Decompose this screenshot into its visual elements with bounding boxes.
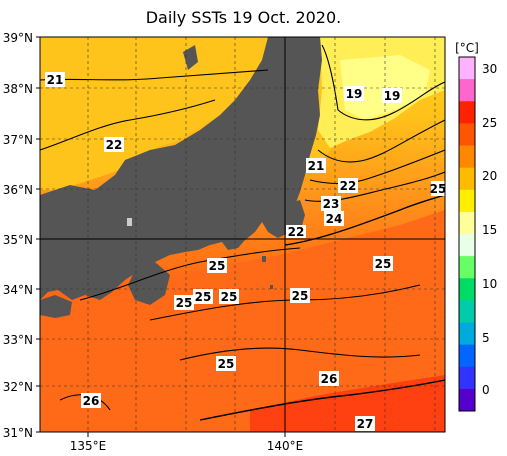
lat-label: 37°N	[3, 133, 33, 147]
colorbar-tick: 5	[482, 331, 490, 345]
lat-label: 32°N	[3, 380, 33, 394]
colorbar-tick: 10	[482, 277, 497, 291]
colorbar-cell	[459, 189, 475, 213]
lat-label: 31°N	[3, 426, 33, 440]
contour-label: 25	[292, 289, 309, 303]
colorbar-cell	[459, 300, 475, 323]
colorbar-cell	[459, 366, 475, 390]
lat-label: 38°N	[3, 82, 33, 96]
contour-label: 21	[47, 73, 64, 87]
lat-label: 35°N	[3, 233, 33, 247]
colorbar-cell	[459, 211, 475, 235]
colorbar-unit: [°C]	[455, 41, 479, 55]
contour-label: 26	[83, 394, 100, 408]
contour-label: 25	[375, 257, 392, 271]
land-kii	[128, 262, 170, 305]
contour-label: 19	[346, 87, 363, 101]
lon-label: 135°E	[70, 439, 107, 453]
colorbar-cell	[459, 256, 475, 279]
colorbar-cell	[459, 123, 475, 146]
colorbar-cell	[459, 101, 475, 124]
land-island	[127, 218, 132, 226]
contour-label: 25	[209, 259, 226, 273]
latitude-labels: 39°N 38°N 37°N 36°N 35°N 34°N 33°N 32°N …	[3, 31, 33, 440]
contour-label: 21	[308, 159, 325, 173]
lat-label: 36°N	[3, 183, 33, 197]
land-sado	[183, 45, 198, 70]
colorbar-cell	[459, 322, 475, 346]
colorbar-cell	[459, 278, 475, 301]
map-frame	[39, 36, 446, 433]
colorbar-tick: 25	[482, 116, 497, 130]
contour-label: 25	[221, 290, 238, 304]
land-izu-island	[262, 256, 266, 262]
colorbar-tick: 30	[482, 62, 497, 76]
map-title: Daily SSTs 19 Oct. 2020.	[145, 8, 342, 27]
land-honshu	[40, 37, 322, 300]
colorbar-tick: 20	[482, 169, 497, 183]
contour-label: 25	[195, 290, 212, 304]
colorbar-cell	[459, 79, 475, 102]
contour-label: 25	[218, 357, 235, 371]
colorbar-cell	[459, 234, 475, 257]
land-shikoku	[40, 295, 72, 318]
colorbar-cell	[459, 57, 475, 80]
lat-label: 33°N	[3, 333, 33, 347]
longitude-labels: 135°E 140°E	[70, 439, 304, 453]
contour-label: 19	[384, 89, 401, 103]
colorbar-frame	[458, 56, 476, 412]
contour-label: 25	[430, 182, 447, 196]
contour-label: 25	[176, 296, 193, 310]
contour-label: 22	[340, 179, 357, 193]
land-izu-island	[270, 285, 273, 289]
colorbar-cell	[459, 167, 475, 191]
contour-label: 22	[106, 138, 123, 152]
contour-label: 24	[326, 212, 343, 226]
contour-label: 23	[323, 197, 340, 211]
colorbar-cell	[459, 145, 475, 169]
colorbar: [°C] 30 25 20 15 10 5 0	[455, 41, 497, 412]
colorbar-cell	[459, 344, 475, 368]
colorbar-tick: 0	[482, 383, 490, 397]
lon-label: 140°E	[267, 439, 304, 453]
colorbar-cell	[459, 388, 475, 412]
contour-label: 27	[357, 417, 374, 431]
lat-label: 34°N	[3, 283, 33, 297]
contour-label: 22	[288, 225, 305, 239]
contour-label: 26	[321, 372, 338, 386]
lat-label: 39°N	[3, 31, 33, 45]
colorbar-tick: 15	[482, 223, 497, 237]
contour-label-group: 21 22 19 19 21 22 23 24 22 25 25 25 25	[45, 72, 447, 431]
major-grid	[40, 37, 445, 432]
colorbar-cells	[459, 57, 475, 412]
warm-water-region	[40, 210, 445, 432]
axis-ticks	[36, 36, 286, 437]
